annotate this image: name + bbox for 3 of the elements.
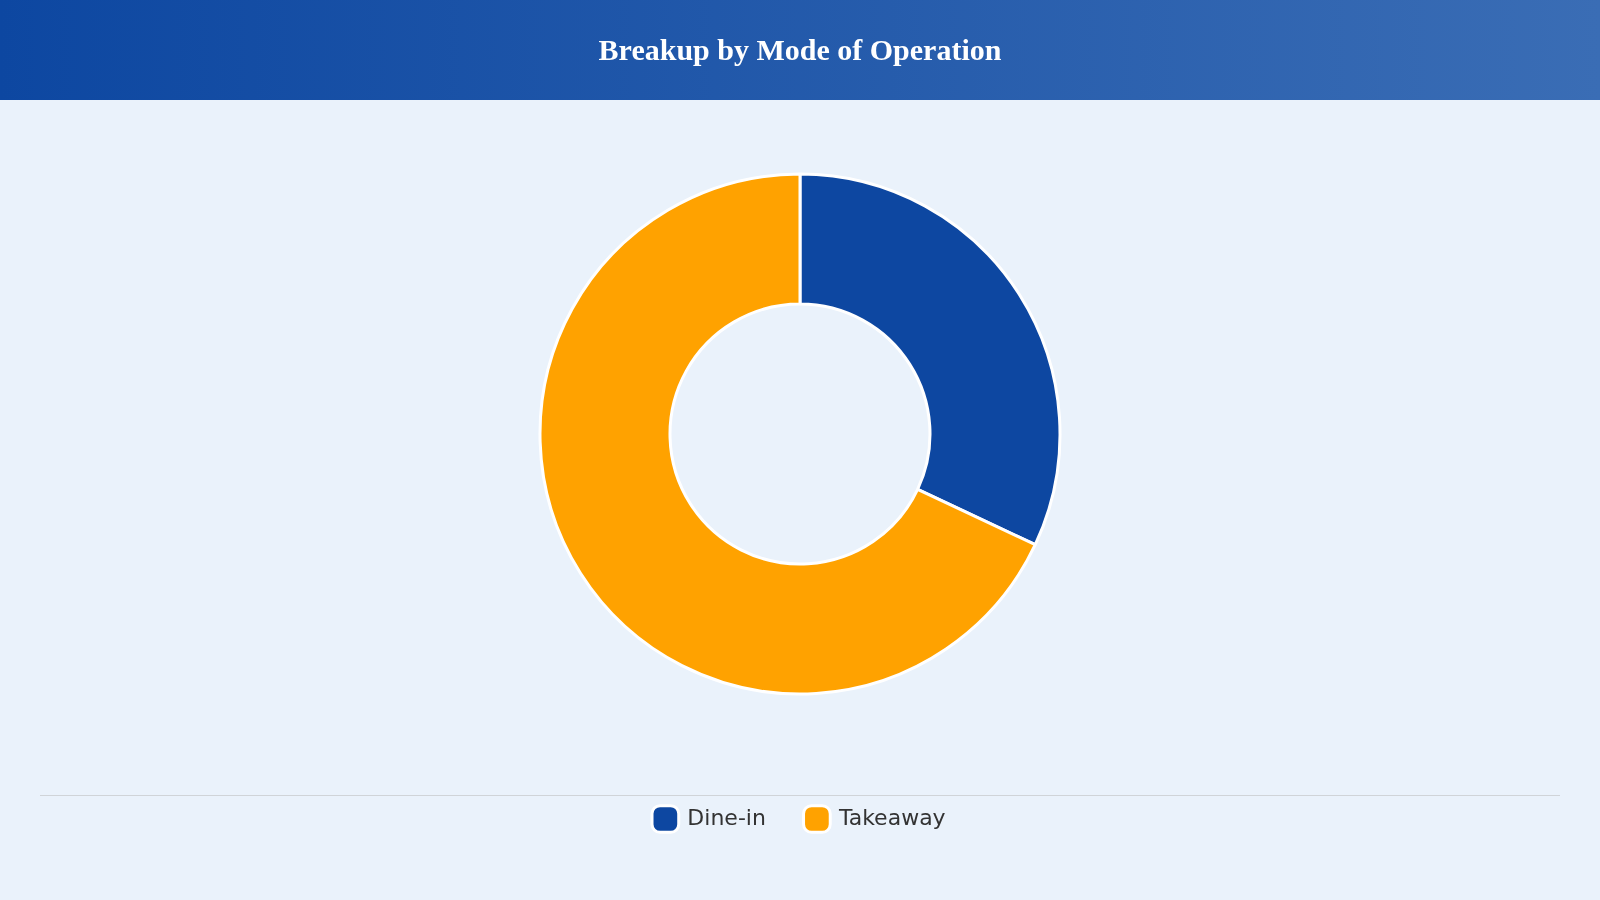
- legend-label: Takeaway: [837, 804, 946, 830]
- chart-title: Breakup by Mode of Operation: [598, 33, 1002, 67]
- legend-label: Dine-in: [687, 804, 766, 830]
